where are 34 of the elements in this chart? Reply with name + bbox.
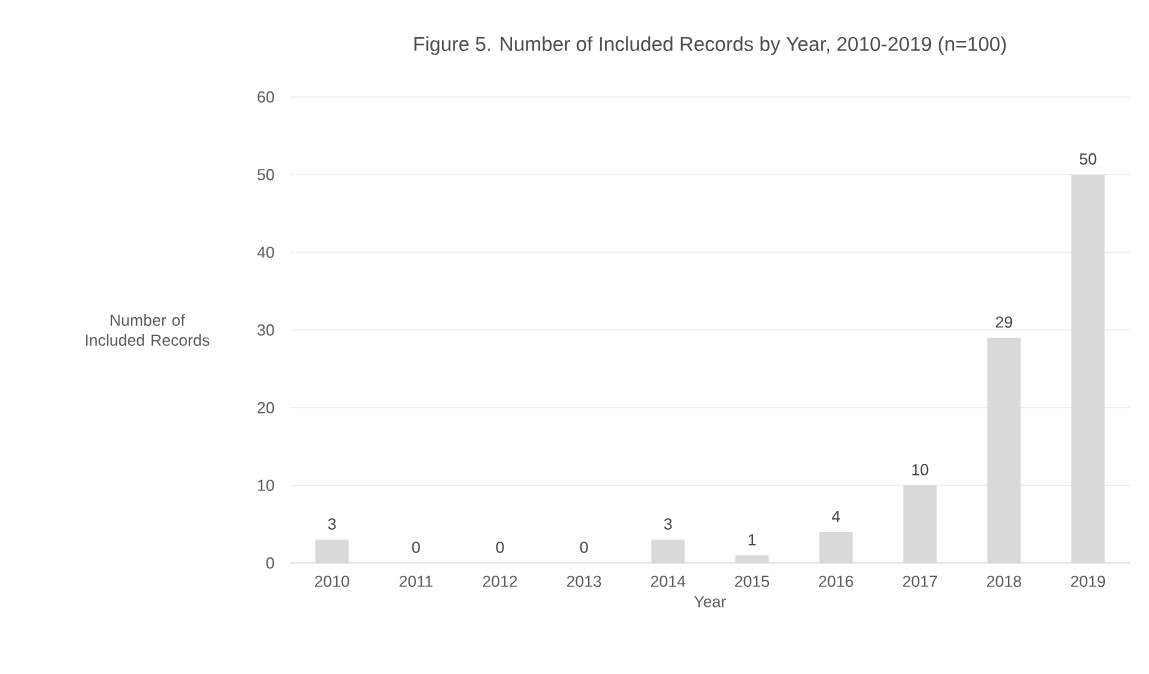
bar [819,531,853,563]
y-tick-label: 30 [257,324,275,336]
bar [651,539,685,563]
y-axis-title: Number of Included Records [85,314,210,346]
data-label: 1 [748,534,756,546]
x-tick-label: 2012 [483,575,517,588]
bar [315,539,349,563]
x-axis-title: Year [694,596,726,608]
data-label: 10 [912,463,929,476]
x-tick-label: 2018 [987,575,1022,588]
data-label: 29 [995,316,1013,328]
y-tick-label: 10 [258,479,275,492]
x-tick-label: 2015 [735,575,770,588]
x-tick-label: 2016 [819,575,854,588]
data-label: 0 [580,541,588,553]
x-tick-label: 2011 [399,575,433,588]
x-tick-label: 2013 [567,575,602,588]
data-label: 50 [1079,153,1097,165]
y-tick-label: 40 [257,246,275,259]
x-tick-label: 2014 [651,575,686,588]
y-tick-label: 60 [257,91,275,103]
y-tick-label: 0 [266,557,275,569]
x-tick-label: 2017 [903,575,937,588]
chart-title: Figure 5. Number of Included Records by Year, 2010-2019 (n=100) [414,36,1006,55]
data-label: 0 [496,541,504,553]
y-tick-label: 50 [257,169,275,181]
y-tick-label: 20 [257,402,275,414]
x-tick-label: 2019 [1071,575,1106,588]
data-label: 3 [664,518,672,530]
data-label: 4 [831,510,840,522]
x-tick-label: 2010 [315,575,350,588]
data-label: 0 [412,541,420,553]
data-label: 3 [328,518,336,530]
bar [735,555,769,563]
